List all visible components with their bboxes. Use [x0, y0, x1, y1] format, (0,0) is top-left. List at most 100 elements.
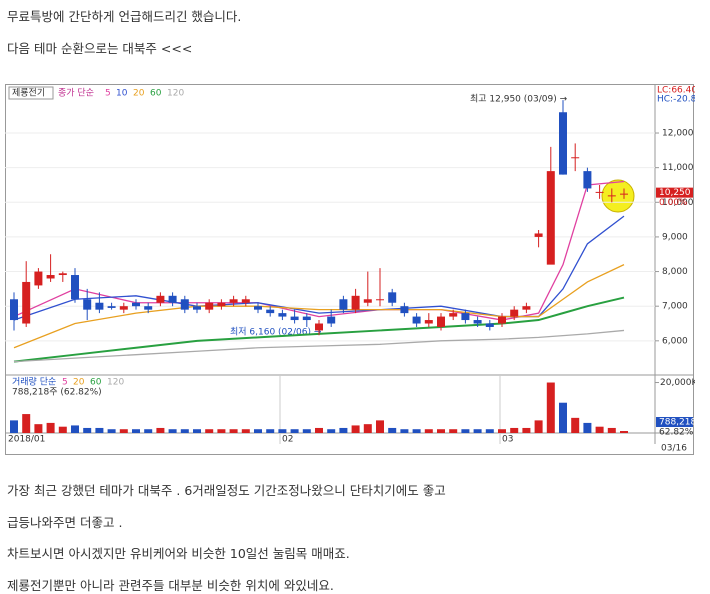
volume-bar: [58, 426, 67, 433]
y-tick-label: 8,000: [662, 267, 688, 277]
high-note: 최고 12,950 (03/09) →: [470, 94, 568, 105]
candle-body: [46, 275, 55, 279]
legend-entry: 20: [73, 378, 85, 388]
last-price: 10,250: [659, 188, 691, 198]
volume-last: 788,218: [659, 418, 695, 428]
volume-bar: [400, 429, 409, 433]
ma-line: [13, 329, 625, 363]
volume-bar: [449, 429, 458, 433]
candle-body: [278, 313, 287, 317]
chart-title: 제룡전기: [12, 88, 45, 99]
candle-body: [571, 157, 580, 159]
x-label: 2018/01: [8, 435, 45, 445]
candle-body: [290, 316, 299, 321]
volume-bar: [22, 414, 31, 433]
y-tick-label: 7,000: [662, 302, 688, 312]
volume-bar: [107, 429, 116, 433]
volume-bar: [595, 426, 604, 433]
volume-bar: [34, 424, 43, 433]
volume-bar: [229, 429, 238, 433]
candle-body: [180, 299, 189, 310]
y-tick-label: 20,000K: [660, 378, 695, 388]
volume-bar: [266, 429, 275, 433]
volume-bar: [83, 427, 92, 433]
candle-body: [229, 299, 238, 303]
volume-bar: [473, 429, 482, 433]
volume-bar: [290, 429, 299, 433]
volume-bar: [254, 429, 262, 433]
volume-bar: [95, 427, 104, 433]
candle-body: [193, 306, 201, 310]
candle-body: [400, 306, 409, 314]
legend-entry: 5: [105, 89, 111, 99]
volume-bar: [607, 427, 616, 433]
volume-bar: [193, 429, 201, 433]
volume-bar: [571, 417, 580, 433]
volume-bar: [424, 429, 433, 433]
stock-chart: 제룡전기 종가 단순 LC:66.40 HC:-20.85 최고 12,950 …: [5, 84, 695, 455]
candle-body: [254, 306, 262, 310]
volume-bar: [10, 420, 18, 433]
volume-tag: [656, 417, 693, 428]
volume-bar: [485, 429, 494, 433]
candle-body: [534, 233, 543, 237]
candle-body: [559, 112, 567, 175]
candle-body: [449, 313, 458, 317]
y-tick-label: 12,000: [662, 129, 694, 139]
volume-bar: [583, 422, 592, 433]
text: 다음 테마 순환으로는 대북주 <<<: [7, 41, 193, 56]
volume-bar: [168, 429, 177, 433]
title-box: [8, 86, 54, 100]
x-label: 03: [502, 435, 513, 445]
text: 차트보시면 아시겠지만 유비케어와 비슷한 10일선 눌림목 매매죠.: [7, 546, 350, 561]
volume-bar: [376, 420, 384, 433]
candle-body: [144, 306, 153, 310]
candle-body: [461, 313, 470, 321]
candle-body: [34, 271, 43, 286]
candle-body: [473, 320, 482, 324]
volume-bar: [46, 422, 55, 433]
volume-bar: [534, 420, 543, 433]
volume-bar: [302, 429, 311, 433]
lc: LC:66.40: [657, 86, 695, 96]
y-tick-label: 10,000: [662, 198, 694, 208]
legend-entry: 5: [62, 378, 68, 388]
volume-bar: [522, 427, 531, 433]
text: 가장 최근 강했던 테마가 대북주 . 6거래일정도 기간조정나왔으니 단타치기…: [7, 483, 446, 498]
candle-body: [119, 306, 128, 310]
volume-bar: [363, 424, 372, 433]
candle-body: [583, 171, 592, 189]
ma-line: [13, 264, 625, 349]
volume-bar: [241, 429, 250, 433]
text: 무료특방에 간단하게 언급해드리긴 했습니다.: [7, 9, 242, 24]
volume-bar: [437, 429, 445, 433]
candle-body: [546, 171, 555, 265]
candle-body: [302, 316, 311, 321]
volume-bar: [119, 429, 128, 433]
candle-body: [10, 299, 18, 321]
text: 급등나와주면 더좋고 .: [7, 515, 123, 530]
volume-bar: [498, 429, 506, 433]
volume-bar: [546, 382, 555, 433]
x-label: 02: [282, 435, 293, 445]
candle-body: [217, 302, 226, 307]
candle-body: [132, 302, 140, 307]
volume-bar: [339, 427, 348, 433]
candle-body: [595, 191, 604, 193]
candle-body: [266, 309, 275, 314]
volume-bar: [132, 429, 140, 433]
legend-entry: 60: [150, 89, 162, 99]
legend-entry: 120: [107, 378, 124, 388]
x-label: 03/16: [661, 444, 687, 454]
volume-bar: [510, 427, 519, 433]
y-tick-label: 9,000: [662, 232, 688, 242]
text: 제룡전기뿐만 아니라 관련주들 대부분 비슷한 위치에 와있네요.: [7, 578, 334, 593]
candle-body: [510, 309, 519, 317]
candle-body: [437, 316, 445, 327]
last-change: 0.00%: [659, 198, 688, 208]
candle-body: [205, 302, 214, 310]
candle-body: [351, 295, 360, 310]
candle-body: [168, 295, 177, 303]
candle-body: [22, 281, 31, 324]
candle-body: [607, 195, 616, 197]
